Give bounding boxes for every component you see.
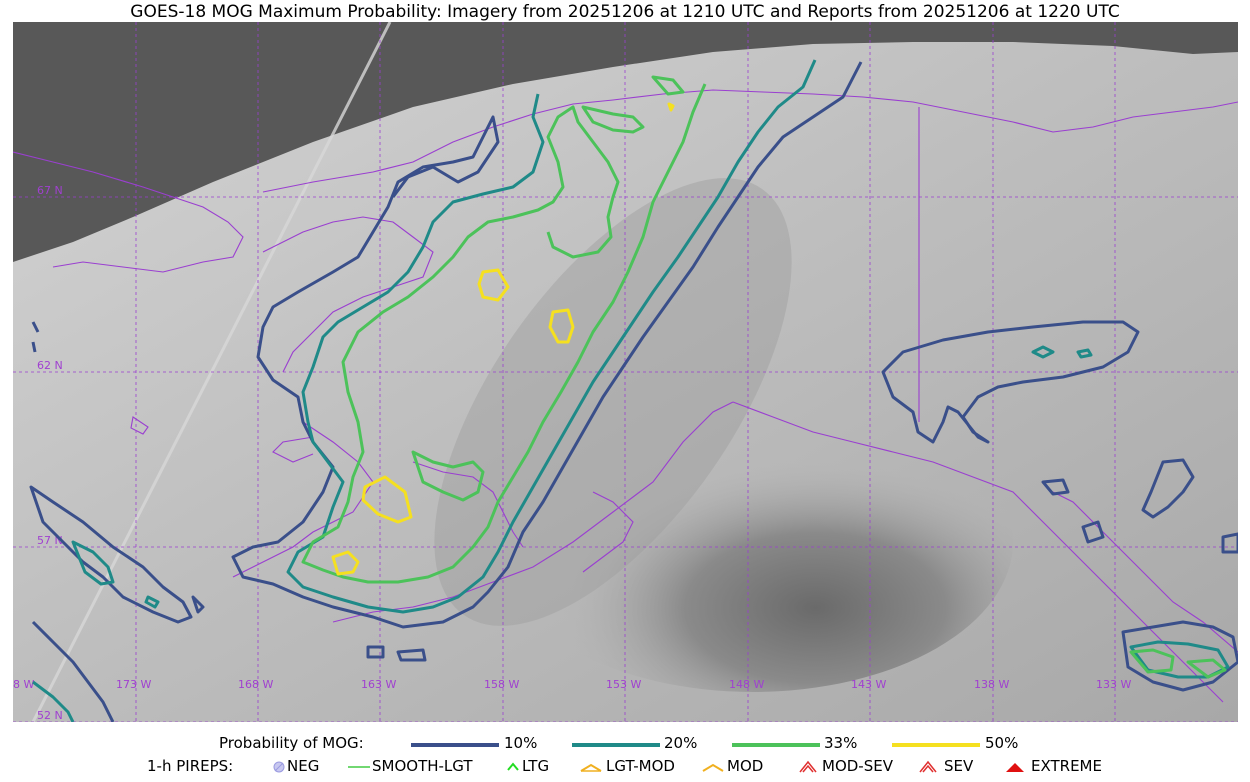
lon-label: 163 W: [361, 678, 396, 691]
pirep-mod: MOD: [727, 757, 764, 775]
pirep-ltg: LTG: [522, 757, 550, 775]
legend-level-10: 10%: [504, 734, 538, 752]
pirep-extreme: EXTREME: [1031, 757, 1102, 775]
coastlines: [13, 89, 1238, 703]
lon-label: 173 W: [116, 678, 151, 691]
swatch-20pct: [572, 743, 660, 747]
storm-swirl: [493, 392, 1013, 692]
smooth-lgt-icon: [348, 766, 370, 768]
lon-label: 143 W: [851, 678, 886, 691]
contour-50pct: [331, 102, 675, 576]
map-canvas: 67 N 62 N 57 N 52 N 178 W 173 W 168 W 16…: [13, 22, 1238, 722]
ltg-icon: [507, 762, 519, 771]
lat-label: 52 N: [37, 709, 63, 722]
pirep-lgt-mod: LGT-MOD: [606, 757, 675, 775]
pirep-sev: SEV: [944, 757, 974, 775]
lat-label: 67 N: [37, 184, 63, 197]
contour-10pct: [29, 61, 1238, 722]
legend-level-50: 50%: [985, 734, 1019, 752]
neg-icon: [273, 761, 285, 773]
lgt-mod-icon: [580, 763, 602, 772]
sev-icon: [919, 760, 937, 773]
lon-label: 168 W: [238, 678, 273, 691]
swatch-10pct: [411, 743, 499, 747]
pirep-neg: NEG: [287, 757, 320, 775]
legend-level-20: 20%: [664, 734, 698, 752]
swatch-33pct: [732, 743, 820, 747]
probability-legend-label: Probability of MOG:: [219, 734, 364, 752]
pirep-legend-label: 1-h PIREPS:: [147, 757, 234, 775]
dark-cloud-band: [434, 178, 792, 626]
pirep-smooth-lgt: SMOOTH-LGT: [372, 757, 473, 775]
mod-icon: [702, 763, 724, 772]
lon-label: 158 W: [484, 678, 519, 691]
lon-label: 153 W: [606, 678, 641, 691]
lon-label: 178 W: [13, 678, 34, 691]
space-region: [13, 22, 1238, 262]
swatch-50pct: [892, 743, 980, 747]
map-title: GOES-18 MOG Maximum Probability: Imagery…: [130, 2, 1120, 22]
legend-level-33: 33%: [824, 734, 858, 752]
mod-sev-icon: [799, 760, 817, 773]
extreme-icon: [1006, 763, 1024, 772]
pirep-legend: 1-h PIREPS: NEG SMOOTH-LGT LTG LGT-MOD M…: [0, 756, 1250, 778]
pirep-mod-sev: MOD-SEV: [822, 757, 893, 775]
lat-label: 62 N: [37, 359, 63, 372]
contour-33pct: [301, 75, 1227, 679]
lon-label: 133 W: [1096, 678, 1131, 691]
satellite-map: 67 N 62 N 57 N 52 N 178 W 173 W 168 W 16…: [13, 22, 1238, 722]
graticule: [13, 22, 1238, 722]
lon-label: 138 W: [974, 678, 1009, 691]
probability-legend: Probability of MOG: 10% 20% 33% 50%: [0, 733, 1250, 755]
lon-label: 148 W: [729, 678, 764, 691]
